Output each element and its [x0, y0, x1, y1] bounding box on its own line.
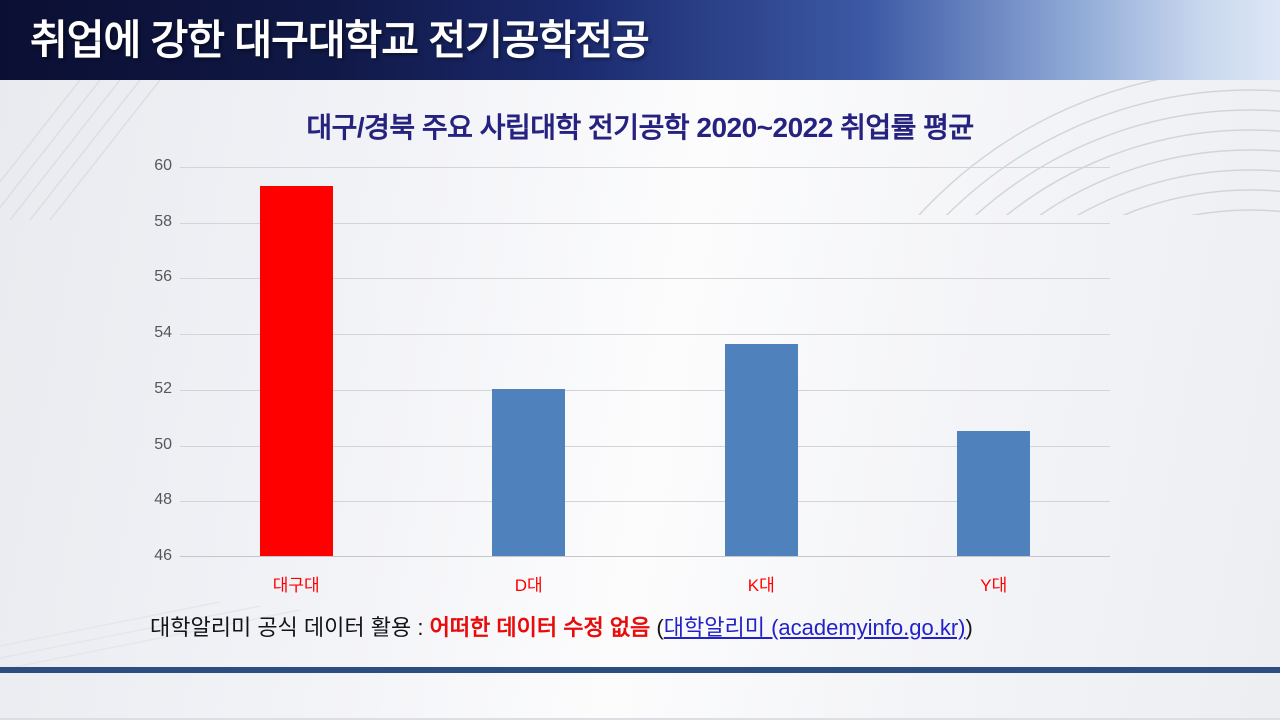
y-axis-tick-label: 50	[154, 435, 172, 453]
bottom-edge-line	[0, 718, 1280, 720]
source-note: 대학알리미 공식 데이터 활용 : 어떠한 데이터 수정 없음 (대학알리미 (…	[150, 610, 1250, 642]
gridline	[180, 278, 1110, 280]
slide-title: 취업에 강한 대구대학교 전기공학전공	[30, 17, 650, 63]
source-highlight: 어떠한 데이터 수정 없음	[429, 615, 651, 640]
x-axis-category-label: D대	[514, 576, 543, 595]
plot-area	[180, 167, 1110, 557]
gridline	[180, 222, 1110, 224]
source-paren-close: )	[965, 615, 973, 640]
y-axis-tick-label: 58	[154, 212, 172, 230]
source-link[interactable]: 대학알리미 (academyinfo.go.kr)	[663, 615, 966, 640]
y-axis-tick-label: 52	[154, 379, 172, 397]
chart-bar	[492, 388, 566, 556]
y-axis-tick-label: 48	[154, 491, 172, 509]
chart-title: 대구/경북 주요 사립대학 전기공학 2020~2022 취업률 평균	[306, 112, 974, 143]
gridline	[180, 389, 1110, 391]
gridline	[180, 445, 1110, 447]
footer-divider-line	[0, 667, 1280, 673]
y-axis-tick-label: 60	[154, 157, 172, 174]
gridline	[180, 167, 1110, 168]
gridline	[180, 334, 1110, 336]
source-paren-open: (	[650, 615, 664, 640]
x-axis-category-label: 대구대	[272, 576, 320, 595]
y-axis-tick-label: 56	[154, 268, 172, 286]
y-axis-tick-label: 46	[154, 547, 172, 564]
x-axis-category-label: K대	[747, 576, 775, 595]
source-prefix: 대학알리미 공식 데이터 활용 :	[150, 615, 430, 640]
x-axis-category-label: Y대	[980, 576, 1008, 595]
employment-rate-bar-chart: 46 48 50 52 54 56 58 60 대구대 D대 K대 Y대	[130, 157, 1120, 597]
chart-bar	[957, 430, 1031, 556]
chart-bar	[724, 344, 798, 556]
slide-header: 취업에 강한 대구대학교 전기공학전공	[0, 0, 1280, 80]
gridline	[180, 501, 1110, 503]
y-axis-tick-label: 54	[154, 324, 172, 342]
chart-bar	[259, 185, 333, 556]
